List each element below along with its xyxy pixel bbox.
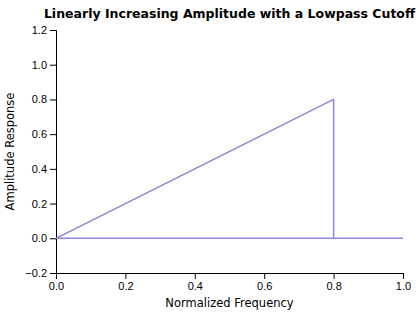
- tick: 0.4: [188, 273, 203, 292]
- tick-label: 0.2: [118, 280, 133, 292]
- marks: [56, 99, 403, 238]
- tick: 0.0: [32, 232, 56, 244]
- tick-label: 1.0: [32, 59, 47, 71]
- tick-mark: [50, 134, 56, 135]
- tick: −0.2: [25, 267, 56, 279]
- tick-mark: [264, 273, 265, 279]
- tick-label: 1.0: [396, 280, 411, 292]
- tick-mark: [125, 273, 126, 279]
- tick-label: 0.0: [32, 232, 47, 244]
- tick: 0.2: [118, 273, 133, 292]
- tick-label: 0.6: [32, 128, 47, 140]
- tick: 1.0: [32, 59, 56, 71]
- tick: 1.2: [32, 24, 56, 36]
- y-axis-title: Amplitude Response: [3, 93, 17, 211]
- tick: 0.4: [32, 163, 56, 175]
- tick-mark: [50, 30, 56, 31]
- tick: 0.0: [49, 273, 64, 292]
- tick-mark: [50, 65, 56, 66]
- tick-label: 0.8: [32, 93, 47, 105]
- tick: 0.8: [32, 93, 56, 105]
- tick-label: 0.8: [326, 280, 341, 292]
- tick-mark: [195, 273, 196, 279]
- tick-label: 0.2: [32, 198, 47, 210]
- tick-mark: [50, 273, 56, 274]
- tick-mark: [50, 99, 56, 100]
- tick: 0.2: [32, 198, 56, 210]
- y-axis-line: [50, 31, 57, 274]
- tick-mark: [50, 204, 56, 205]
- title: Linearly Increasing Amplitude with a Low…: [44, 6, 416, 21]
- plot-area: 0.00.20.40.60.81.0−0.20.00.20.40.60.81.0…: [25, 24, 411, 292]
- line: [56, 99, 403, 238]
- tick-mark: [50, 238, 56, 239]
- tick-mark: [50, 169, 56, 170]
- tick-label: 0.4: [32, 163, 47, 175]
- x-axis-line: [57, 274, 404, 280]
- chart: 0.00.20.40.60.81.0−0.20.00.20.40.60.81.0…: [0, 0, 419, 315]
- tick-label: 0.4: [188, 280, 203, 292]
- tick-mark: [334, 273, 335, 279]
- x-axis-title: Normalized Frequency: [165, 296, 293, 310]
- tick-label: −0.2: [25, 267, 47, 279]
- x-axis: 0.0 0.2 0.4 0.6 0.8 1.0: [49, 273, 411, 292]
- tick: 0.6: [257, 273, 272, 292]
- tick: 0.6: [32, 128, 56, 140]
- tick: 0.8: [326, 273, 341, 292]
- y-axis: −0.2 0.0 0.2 0.4 0.6 0.8 1.0 1.2: [25, 24, 56, 279]
- tick-label: 0.6: [257, 280, 272, 292]
- tick-mark: [403, 273, 404, 279]
- tick-label: 1.2: [32, 24, 47, 36]
- tick-label: 0.0: [49, 280, 64, 292]
- tick: 1.0: [396, 273, 411, 292]
